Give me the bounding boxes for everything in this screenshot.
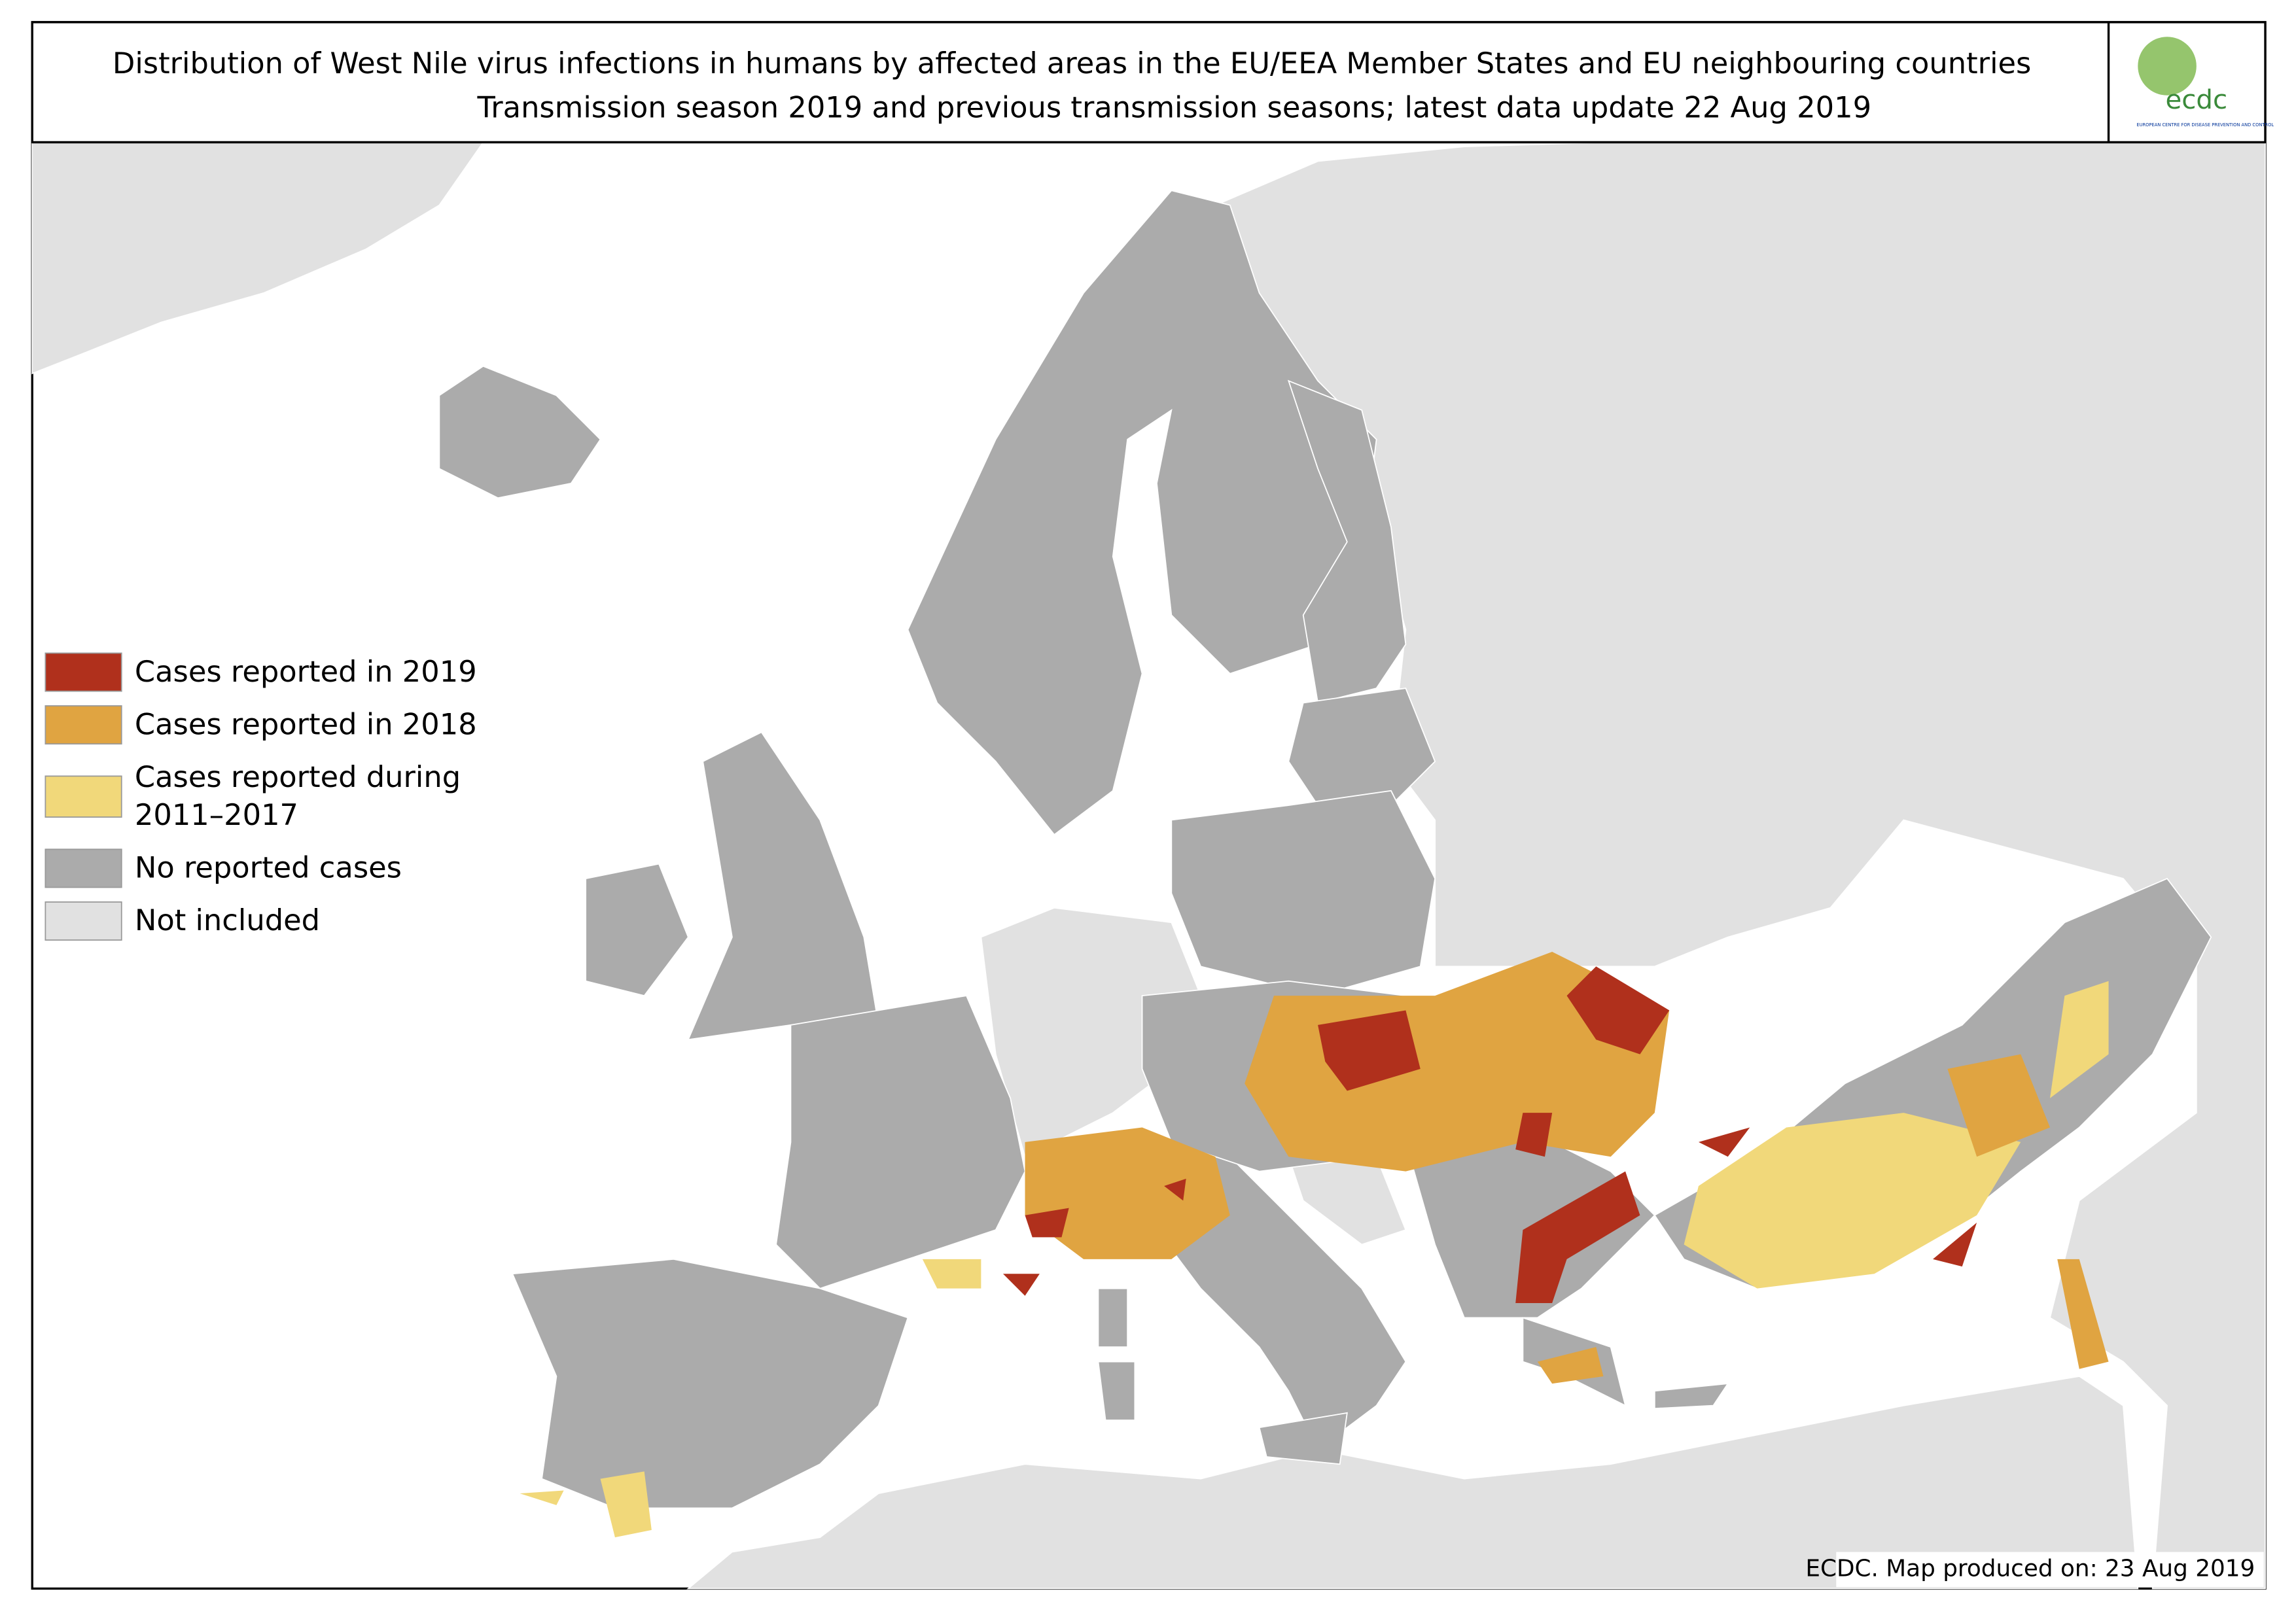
legend-swatch <box>44 848 122 888</box>
header-box <box>31 21 2267 144</box>
legend: Cases reported in 2019 Cases reported in … <box>44 652 477 941</box>
legend-label: No reported cases <box>135 850 402 885</box>
legend-swatch <box>44 901 122 941</box>
footer-bg <box>1836 1552 2264 1588</box>
footer-note: ECDC. Map produced on: 23 Aug 2019 <box>1805 1555 2255 1582</box>
map-affected-areas <box>520 951 2109 1538</box>
title-line2: Transmission season 2019 and previous tr… <box>476 90 1871 124</box>
legend-swatch <box>44 652 122 692</box>
logo-text: ecdc <box>2166 85 2228 115</box>
legend-label: 2011–2017 <box>135 797 298 832</box>
legend-swatch <box>44 775 122 818</box>
legend-swatch <box>44 705 122 745</box>
legend-label: Not included <box>135 903 320 937</box>
logo-subtext: EUROPEAN CENTRE FOR DISEASE PREVENTION A… <box>2136 122 2274 128</box>
legend-label: Cases reported in 2018 <box>135 706 477 741</box>
legend-label: Cases reported during <box>135 759 461 794</box>
legend-label: Cases reported in 2019 <box>135 654 477 689</box>
title-line1: Distribution of West Nile virus infectio… <box>113 46 2031 80</box>
logo-globe <box>2138 37 2197 96</box>
